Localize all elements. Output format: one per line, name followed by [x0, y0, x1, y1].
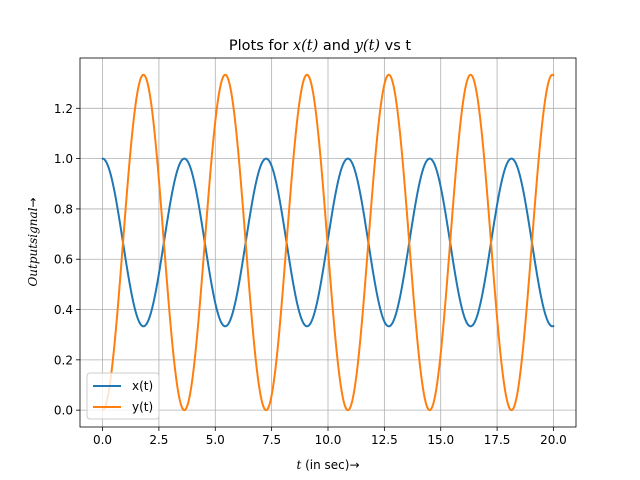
chart-title: Plots for x(t) and y(t) vs t — [229, 38, 412, 54]
plot-area: 0.0 2.5 5.0 7.5 10.0 12.5 15.0 17.5 20.0 0.00.20… — [54, 57, 577, 447]
x-tick-label: 2.5 — [149, 433, 168, 447]
y-axis-label: Outputsignal→ — [26, 197, 40, 286]
x-tick-label: 12.5 — [371, 433, 398, 447]
x-tick-label: 7.5 — [262, 433, 281, 447]
x-tick-label: 0.0 — [93, 433, 112, 447]
legend-label-x: x(t) — [132, 379, 153, 393]
y-tick-label: 0.6 — [54, 253, 73, 267]
grid — [80, 58, 576, 427]
x-axis-label: t (in sec)→ — [296, 458, 359, 472]
y-tick-label: 1.2 — [54, 102, 73, 116]
x-tick-label: 5.0 — [206, 433, 225, 447]
x-axis-ticks: 0.0 2.5 5.0 7.5 10.0 12.5 15.0 17.5 20.0 — [93, 427, 567, 447]
y-tick-label: 0.4 — [54, 303, 73, 317]
x-tick-label: 10.0 — [315, 433, 342, 447]
series-lines — [101, 73, 555, 412]
y-tick-label: 1.0 — [54, 152, 73, 166]
legend: x(t) y(t) — [86, 372, 160, 420]
y-tick-label: 0.0 — [54, 404, 73, 418]
y-tick-label: 0.8 — [54, 202, 73, 216]
legend-label-y: y(t) — [132, 400, 153, 414]
x-tick-label: 15.0 — [427, 433, 454, 447]
x-tick-label: 17.5 — [484, 433, 511, 447]
series-line-y — [101, 73, 555, 412]
y-axis-ticks: 0.0 0.2 0.4 0.6 0.8 1.0 1.2 — [54, 102, 80, 418]
y-tick-label: 0.2 — [54, 353, 73, 367]
x-tick-label: 20.0 — [540, 433, 567, 447]
